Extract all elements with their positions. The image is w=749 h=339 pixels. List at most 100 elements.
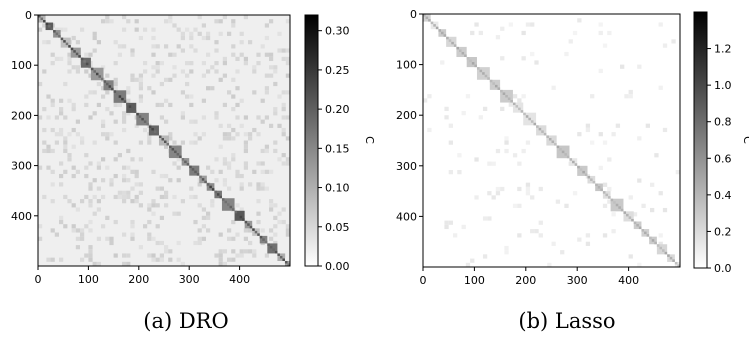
heatmap-diagonal-cell: [505, 94, 508, 98]
heatmap-cell: [159, 194, 164, 200]
heatmap-cell: [80, 136, 85, 141]
heatmap-cell: [628, 94, 633, 99]
heatmap-cell: [105, 136, 110, 141]
heatmap-cell: [122, 119, 127, 124]
colorbar-ticks: 0.0 0.2 0.4 0.6 0.8 1.0 1.2: [707, 43, 732, 275]
heatmap-cell: [92, 261, 97, 266]
heatmap-cell: [143, 224, 148, 229]
heatmap-cell: [42, 40, 47, 45]
heatmap-cell: [67, 132, 72, 137]
heatmap-cell: [75, 245, 80, 250]
heatmap-cell: [126, 98, 131, 103]
heatmap-cell: [201, 23, 206, 28]
heatmap-cell: [122, 173, 127, 179]
heatmap-cell: [650, 182, 655, 187]
heatmap-cell: [285, 228, 290, 233]
heatmap-cell: [504, 250, 509, 255]
heatmap-cell: [105, 165, 110, 170]
heatmap-cell: [42, 148, 47, 154]
heatmap-cell: [598, 22, 603, 27]
heatmap-cell: [130, 52, 135, 57]
heatmap-diagonal-cell: [584, 173, 588, 176]
heatmap-cell: [222, 73, 227, 78]
heatmap-cell: [71, 173, 76, 179]
panel-caption: (a) DRO: [143, 309, 228, 333]
heatmap-cell: [235, 115, 240, 120]
heatmap-diagonal-cell: [662, 249, 665, 252]
heatmap-diagonal-cell: [608, 196, 611, 199]
heatmap-diagonal-cell: [533, 122, 537, 126]
heatmap-cell: [71, 35, 76, 41]
heatmap-diagonal-cell: [541, 130, 544, 133]
colorbar-tick-label: 0.30: [325, 25, 350, 38]
heatmap-cell: [151, 90, 156, 95]
heatmap-cell: [285, 61, 290, 66]
heatmap-cell: [88, 249, 93, 254]
heatmap-cell: [273, 203, 278, 208]
heatmap-cell: [155, 61, 160, 66]
heatmap-cell: [180, 111, 185, 116]
heatmap-cell: [197, 31, 202, 36]
heatmap-cell: [248, 132, 253, 137]
heatmap-cell: [96, 40, 101, 45]
heatmap-cell: [273, 240, 278, 246]
y-tick-label: 100: [11, 59, 32, 72]
heatmap-cell: [168, 249, 173, 254]
heatmap-cell: [42, 23, 47, 28]
heatmap-cell: [168, 52, 173, 57]
heatmap-cell: [75, 207, 80, 212]
heatmap-cell: [185, 27, 190, 32]
heatmap-cell: [227, 161, 232, 166]
heatmap-cell: [126, 253, 131, 258]
heatmap-cell: [80, 232, 85, 237]
heatmap-cell: [113, 119, 118, 124]
heatmap-diagonal-cell: [279, 255, 283, 259]
heatmap-cell: [159, 215, 164, 220]
heatmap-cell: [172, 73, 177, 78]
heatmap-cell: [273, 81, 278, 87]
heatmap-cell: [222, 56, 227, 62]
heatmap-cell: [243, 165, 248, 170]
heatmap-diagonal-cell: [438, 29, 441, 32]
heatmap-diagonal-cell: [113, 90, 117, 93]
heatmap-cell: [197, 182, 202, 187]
heatmap-cell: [189, 119, 194, 124]
heatmap-cell: [159, 81, 164, 87]
heatmap-diagonal-cell: [451, 41, 454, 45]
heatmap-cell: [155, 69, 160, 74]
heatmap-cell: [59, 161, 64, 166]
heatmap-cell: [147, 219, 152, 225]
heatmap-cell: [122, 261, 127, 266]
heatmap-cell: [214, 40, 219, 45]
heatmap-cell: [277, 48, 282, 53]
heatmap-cell: [260, 98, 265, 103]
heatmap-cell: [256, 61, 261, 66]
heatmap-cell: [122, 190, 127, 195]
heatmap-cell: [38, 81, 43, 87]
x-tick-label: 0: [35, 273, 42, 286]
heatmap-cell: [113, 140, 118, 145]
heatmap-cell: [231, 157, 236, 162]
heatmap-cell: [71, 228, 76, 233]
heatmap-cell: [210, 199, 215, 204]
heatmap-diagonal-cell: [274, 250, 278, 254]
colorbar-tick-label: 0.4: [714, 189, 732, 202]
heatmap-diagonal-cell: [108, 85, 112, 88]
heatmap-cell: [470, 30, 475, 36]
heatmap-cell: [193, 219, 198, 225]
panel-dro: 0 100 200 300 400 0 100 200 300 400 0.00 0.05 0.10…: [11, 9, 376, 333]
heatmap-cell: [243, 148, 248, 154]
heatmap-diagonal-cell: [106, 82, 109, 86]
heatmap-cell: [222, 61, 227, 66]
heatmap-cell: [105, 19, 110, 24]
heatmap-diagonal-cell: [667, 254, 670, 257]
heatmap-diagonal-cell: [548, 137, 552, 141]
heatmap-diagonal-cell: [566, 155, 570, 159]
heatmap-diagonal-cell: [677, 264, 680, 267]
heatmap-cell: [512, 94, 518, 99]
panel-lasso: 0 100 200 300 400 0 100 200 300 400 0.0 0.2 0.4 0.6…: [396, 8, 749, 333]
heatmap-cell: [611, 132, 616, 137]
heatmap-cell: [88, 203, 93, 208]
heatmap-cell: [193, 48, 198, 53]
heatmap-cell: [113, 102, 118, 108]
